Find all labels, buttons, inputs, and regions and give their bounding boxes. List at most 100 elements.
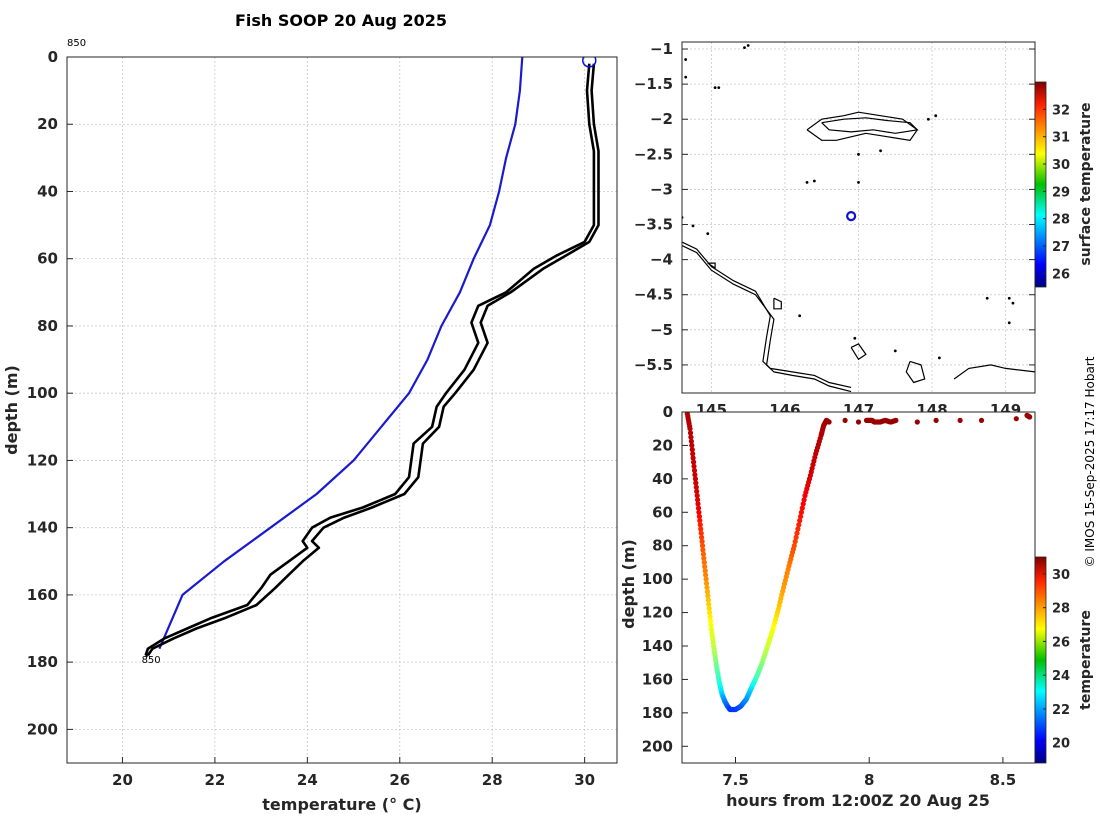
- time-depth-colorbar-ticks: 20 22 24 26 28 30: [1043, 568, 1070, 752]
- map-y-tick-label: −3.5: [634, 216, 673, 234]
- time-depth-point: [698, 526, 704, 532]
- map-island: [798, 314, 802, 318]
- profile-y-tick-label: 120: [27, 451, 58, 469]
- time-depth-y-tick-label: 20: [652, 436, 673, 454]
- time-depth-colorbar-tick-label: 24: [1052, 669, 1070, 684]
- time-depth-point: [798, 509, 805, 515]
- profile-x-tick-label: 28: [482, 771, 503, 789]
- time-depth-point: [842, 417, 848, 423]
- time-depth-point: [687, 430, 694, 436]
- time-depth-point: [688, 438, 695, 444]
- map-island: [893, 349, 897, 353]
- profile-y-tick-label: 40: [37, 182, 58, 200]
- time-depth-point: [957, 417, 963, 423]
- time-depth-x-tick-label: 8: [864, 771, 874, 789]
- time-depth-y-tick-label: 200: [642, 737, 673, 755]
- time-depth-point: [694, 488, 700, 494]
- time-depth-point: [693, 480, 699, 486]
- time-depth-colorbar-tick-label: 28: [1052, 602, 1070, 617]
- map-y-tick-label: −2.5: [634, 145, 673, 163]
- credit-text: © IMOS 15-Sep-2025 17:17 Hobart: [1083, 356, 1097, 567]
- time-depth-colorbar-tick-label: 30: [1052, 568, 1070, 583]
- time-depth-point: [701, 559, 707, 566]
- time-depth-point: [697, 518, 703, 524]
- map-island: [934, 114, 938, 118]
- map-island: [805, 181, 809, 184]
- profile-gridlines: [67, 56, 617, 763]
- map-coastline: [682, 241, 852, 388]
- map-y-tick-label: −4: [650, 251, 673, 269]
- map-colorbar-label: surface temperature: [1078, 102, 1094, 265]
- map-island: [706, 232, 710, 236]
- map-colorbar-tick-label: 30: [1052, 158, 1070, 173]
- time-depth-y-ticks: 0 20 40 60 80 100 120 140 160 180 200: [642, 403, 688, 755]
- profile-x-ticks: 20 22 24 26 28 30: [112, 757, 595, 789]
- time-depth-colorbar-label: temperature: [1078, 610, 1094, 710]
- map-island: [853, 336, 857, 340]
- time-depth-point: [689, 447, 695, 453]
- map-coastline: [821, 117, 919, 134]
- time-depth-y-tick-label: 100: [642, 570, 673, 588]
- time-depth-point: [692, 472, 698, 478]
- time-depth-point: [707, 618, 714, 624]
- map-coastline: [773, 297, 782, 310]
- profile-y-tick-label: 180: [27, 653, 58, 671]
- profile-surface-marker: [582, 57, 597, 68]
- time-depth-point: [855, 419, 862, 425]
- time-depth-point: [791, 543, 797, 549]
- map-y-tick-label: −2: [650, 110, 673, 128]
- time-depth-point: [693, 484, 699, 490]
- time-depth-colorbar-tick-label: 26: [1052, 635, 1070, 650]
- profile-series-group: [144, 57, 600, 657]
- map-island: [717, 86, 721, 90]
- time-depth-point: [704, 584, 710, 591]
- profile-series-cast-up: [146, 63, 600, 657]
- map-colorbar-tick-label: 27: [1052, 240, 1070, 255]
- map-y-tick-label: −1.5: [634, 75, 673, 93]
- time-depth-point: [700, 551, 707, 557]
- map-coastline: [850, 343, 867, 361]
- time-depth-point: [694, 493, 700, 499]
- time-depth-y-tick-label: 120: [642, 604, 673, 622]
- time-depth-point: [691, 459, 697, 465]
- time-depth-point: [706, 601, 712, 607]
- map-coastline: [806, 111, 919, 141]
- time-depth-point: [689, 442, 695, 448]
- time-depth-x-tick-label: 7.5: [722, 771, 749, 789]
- profile-y-tick-label: 80: [37, 317, 58, 335]
- profile-y-tick-label: 20: [37, 115, 58, 133]
- time-depth-point: [691, 463, 697, 469]
- profile-y-tick-label: 140: [27, 519, 58, 537]
- time-depth-point: [703, 576, 709, 582]
- time-depth-point: [1027, 414, 1033, 420]
- time-depth-x-tick-label: 8.5: [990, 771, 1017, 789]
- time-depth-panel: 7.5 8 8.5 0 20 40 60 80 100 120 140 160 180 200 hour…: [619, 403, 1094, 810]
- profile-y-tick-label: 60: [37, 250, 58, 268]
- time-depth-point: [698, 530, 704, 536]
- time-depth-points: [684, 412, 1033, 713]
- map-y-tick-label: −5.5: [634, 356, 673, 374]
- map-colorbar-tick-label: 29: [1052, 185, 1070, 200]
- time-depth-point: [688, 434, 694, 440]
- time-depth-point: [826, 419, 832, 425]
- time-depth-y-tick-label: 0: [663, 403, 673, 421]
- map-island: [857, 152, 860, 156]
- time-depth-point: [800, 501, 806, 507]
- profile-y-axis-label: depth (m): [2, 365, 21, 455]
- time-depth-point: [792, 538, 798, 545]
- profile-series-climatology: [158, 57, 524, 650]
- map-panel: −1−1.5−2−2.5−3−3.5−4−4.5−5−5.5 145 146 147…: [634, 40, 1094, 419]
- time-depth-point: [914, 419, 920, 425]
- map-coastline: [707, 262, 716, 270]
- time-depth-point: [695, 497, 701, 503]
- map-island: [1007, 321, 1011, 325]
- map-island: [691, 224, 695, 228]
- map-island: [746, 44, 750, 47]
- map-gridlines: [682, 42, 1035, 393]
- map-island: [684, 75, 688, 79]
- map-island: [684, 58, 688, 61]
- profile-x-tick-label: 20: [112, 771, 133, 789]
- map-island: [743, 46, 746, 50]
- time-depth-point: [700, 547, 706, 553]
